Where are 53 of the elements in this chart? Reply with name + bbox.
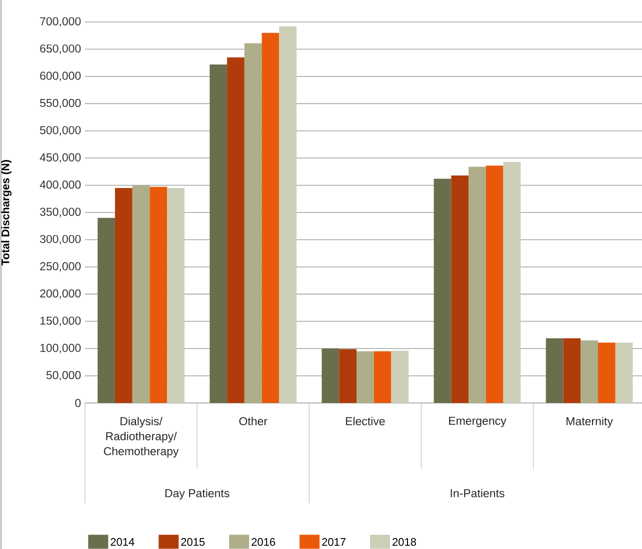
y-tick-label: 650,000 (40, 44, 81, 54)
bar (503, 162, 521, 403)
bar (167, 188, 184, 403)
y-tick-label: 250,000 (40, 262, 81, 272)
bar (244, 43, 262, 403)
bar (279, 26, 297, 403)
y-axis-title: Total Discharges (N) (1, 160, 12, 266)
bar (391, 350, 409, 403)
y-tick-label: 600,000 (40, 72, 81, 82)
bar (434, 178, 452, 403)
bar (98, 218, 115, 403)
legend-label: 2016 (252, 538, 276, 546)
bar (598, 342, 616, 403)
bar (580, 340, 598, 403)
bar (374, 351, 392, 403)
y-tick-label: 150,000 (40, 316, 81, 326)
y-tick-label: 500,000 (40, 126, 81, 136)
y-tick-label: 550,000 (40, 98, 81, 108)
y-tick-label: 300,000 (40, 234, 81, 244)
y-tick-label: 700,000 (40, 17, 81, 27)
bar (468, 166, 486, 403)
y-tick-label: 50,000 (46, 371, 81, 381)
bar (339, 349, 357, 403)
x-tick-label: Other (239, 416, 268, 426)
bar (132, 185, 150, 403)
x-tick-label: Emergency (449, 416, 506, 428)
text: Day Patients (165, 488, 230, 500)
x-tick-label: Maternity (566, 416, 613, 428)
bar (114, 188, 132, 403)
y-tick-label: 200,000 (40, 289, 81, 299)
bar (150, 186, 168, 403)
bar (356, 351, 374, 403)
x-tick-label: Elective (346, 416, 385, 426)
bar (486, 166, 504, 403)
y-tick-label: 400,000 (40, 180, 81, 190)
bar (227, 57, 244, 403)
legend-label: 2014 (110, 538, 134, 546)
bar (322, 348, 340, 403)
y-tick-label: 450,000 (40, 153, 81, 163)
x-tick-label: Dialysis/ Radiotherapy/ Chemotherapy (104, 416, 179, 458)
y-tick-label: 100,000 (40, 344, 81, 354)
legend-label: 2018 (392, 538, 416, 546)
bar (546, 338, 564, 403)
y-tick-label: 0 (75, 398, 81, 408)
bar (262, 32, 280, 403)
legend-label: 2015 (181, 538, 205, 546)
legend-label: 2017 (322, 538, 346, 546)
y-tick-label: 350,000 (40, 208, 81, 218)
bar (615, 342, 633, 403)
text: In-Patients (450, 488, 504, 498)
bar (451, 175, 469, 403)
bar (563, 338, 581, 403)
bar (210, 64, 228, 403)
